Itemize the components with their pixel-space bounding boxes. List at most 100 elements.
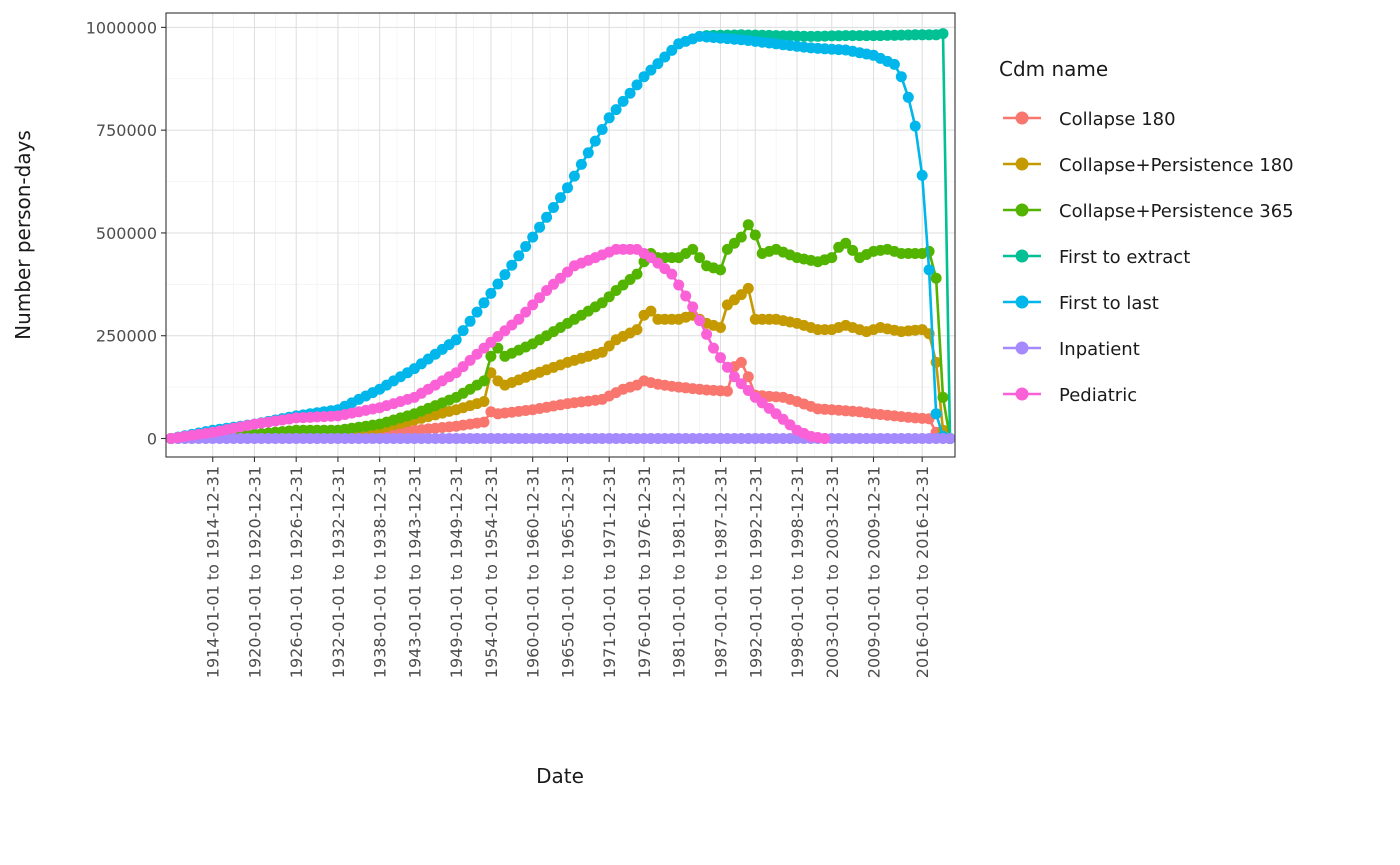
data-point xyxy=(701,328,713,340)
legend-item: Pediatric xyxy=(1003,385,1137,406)
data-point xyxy=(659,51,671,63)
data-point xyxy=(826,252,838,264)
data-point xyxy=(742,219,754,231)
x-tick-label: 1965-01-01 to 1965-12-31 xyxy=(558,466,577,678)
legend-key-point xyxy=(1015,111,1029,125)
data-point xyxy=(840,237,852,249)
data-point xyxy=(478,396,490,407)
data-point xyxy=(631,79,643,91)
data-point xyxy=(631,324,643,336)
data-point xyxy=(673,279,685,291)
data-point xyxy=(735,231,747,243)
data-point xyxy=(680,290,692,302)
data-point xyxy=(478,375,490,387)
data-point xyxy=(715,264,726,276)
data-point xyxy=(694,252,706,264)
data-point xyxy=(909,120,921,132)
x-tick-label: 1960-01-01 to 1960-12-31 xyxy=(524,466,543,678)
data-point xyxy=(478,416,490,428)
data-point xyxy=(492,278,504,290)
data-point xyxy=(548,202,559,213)
series-inpatient xyxy=(165,433,956,444)
x-tick-label: 1914-01-01 to 1914-12-31 xyxy=(204,466,223,678)
x-tick-label: 1987-01-01 to 1987-12-31 xyxy=(711,466,730,678)
legend-key-point xyxy=(1015,203,1029,217)
x-tick-label: 2003-01-01 to 2003-12-31 xyxy=(823,466,842,678)
data-point xyxy=(937,391,949,403)
data-point xyxy=(742,282,754,294)
data-point xyxy=(888,58,900,70)
x-tick-label: 1971-01-01 to 1971-12-31 xyxy=(600,466,619,678)
data-point xyxy=(631,268,643,280)
data-point xyxy=(541,211,553,223)
x-tick-label: 1949-01-01 to 1949-12-31 xyxy=(447,466,466,678)
data-point xyxy=(575,158,587,170)
legend-key-point xyxy=(1015,341,1029,355)
data-point xyxy=(596,124,608,135)
data-point xyxy=(617,95,629,107)
series-collapse-180 xyxy=(165,356,956,444)
data-point xyxy=(721,361,733,373)
data-point xyxy=(652,58,664,70)
legend-label: Collapse+Persistence 180 xyxy=(1059,155,1294,176)
data-point xyxy=(687,243,699,255)
data-point xyxy=(742,371,754,383)
legend-label: Inpatient xyxy=(1059,339,1140,360)
data-point xyxy=(715,322,726,333)
data-point xyxy=(589,135,601,147)
x-tick-label: 2016-01-01 to 2016-12-31 xyxy=(913,466,932,678)
data-point xyxy=(471,306,483,318)
legend-label: Pediatric xyxy=(1059,385,1137,406)
data-point xyxy=(582,147,594,159)
series-layer xyxy=(165,28,956,444)
y-axis: 0 250000 500000 750000 1000000 xyxy=(86,18,166,449)
data-point xyxy=(666,44,678,56)
data-point xyxy=(513,250,525,262)
plot-panel-border xyxy=(165,12,956,458)
data-point xyxy=(555,192,566,204)
legend-key-point xyxy=(1015,295,1029,309)
data-point xyxy=(694,315,706,327)
legend-label: First to extract xyxy=(1059,247,1190,268)
data-point xyxy=(735,356,747,368)
plot-background xyxy=(166,13,955,457)
data-point xyxy=(499,269,511,281)
legend-label: Collapse 180 xyxy=(1059,109,1176,130)
series-pediatric xyxy=(165,243,831,444)
data-point xyxy=(534,221,546,233)
x-tick-label: 1920-01-01 to 1920-12-31 xyxy=(245,466,264,678)
data-point xyxy=(527,231,539,243)
x-axis: 1914-01-01 to 1914-12-31 1920-01-01 to 19… xyxy=(204,457,932,678)
data-point xyxy=(715,352,726,364)
data-point xyxy=(457,325,469,337)
data-point xyxy=(485,350,497,362)
data-point xyxy=(624,87,636,99)
data-point xyxy=(735,378,747,390)
data-point xyxy=(923,264,935,276)
legend-key-point xyxy=(1015,157,1029,171)
data-point xyxy=(638,71,650,83)
data-point xyxy=(895,71,907,83)
data-point xyxy=(506,259,518,271)
data-point xyxy=(708,342,719,354)
data-point xyxy=(847,244,859,256)
data-point xyxy=(916,169,928,181)
legend-key-point xyxy=(1015,387,1029,401)
data-point xyxy=(819,433,831,444)
x-tick-label: 2009-01-01 to 2009-12-31 xyxy=(864,466,883,678)
x-tick-label: 1938-01-01 to 1938-12-31 xyxy=(371,466,390,678)
x-axis-title: Date xyxy=(536,764,584,788)
x-tick-label: 1954-01-01 to 1954-12-31 xyxy=(482,466,501,678)
data-point xyxy=(645,64,657,76)
legend-item: Collapse+Persistence 180 xyxy=(1003,155,1294,176)
legend-key-point xyxy=(1015,249,1029,263)
data-point xyxy=(687,301,699,313)
x-tick-label: 1981-01-01 to 1981-12-31 xyxy=(670,466,689,678)
data-point xyxy=(568,170,580,182)
legend: Cdm name Collapse 180 Collapse+Persistenc… xyxy=(999,57,1294,406)
data-point xyxy=(728,371,740,383)
data-point xyxy=(485,287,497,299)
data-point xyxy=(603,112,615,124)
x-tick-label: 1932-01-01 to 1932-12-31 xyxy=(329,466,348,678)
